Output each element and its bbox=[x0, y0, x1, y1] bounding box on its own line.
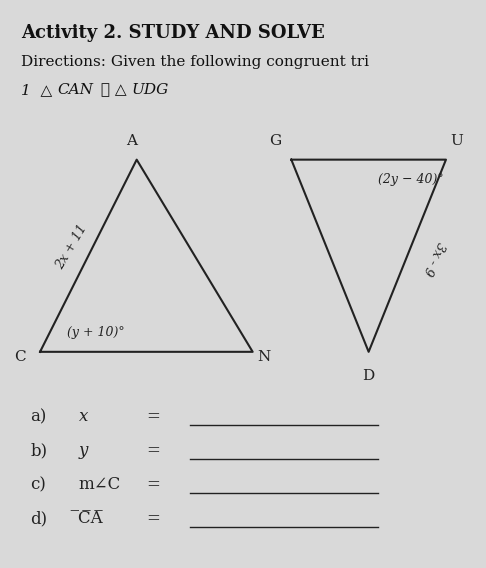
Text: C: C bbox=[14, 350, 26, 365]
Text: ≅ △: ≅ △ bbox=[96, 83, 131, 97]
Text: m∠C: m∠C bbox=[79, 476, 121, 493]
Text: d): d) bbox=[31, 510, 48, 527]
Text: D: D bbox=[363, 369, 375, 383]
Text: b): b) bbox=[31, 442, 48, 459]
Text: =: = bbox=[146, 510, 160, 527]
Text: CAN: CAN bbox=[57, 83, 93, 97]
Text: U: U bbox=[451, 135, 464, 148]
Text: 2x + 11: 2x + 11 bbox=[53, 223, 89, 272]
Text: (y + 10)°: (y + 10)° bbox=[67, 325, 124, 339]
Text: UDG: UDG bbox=[132, 83, 169, 97]
Text: Directions: Given the following congruent tri: Directions: Given the following congruen… bbox=[21, 55, 369, 69]
Text: x: x bbox=[79, 408, 88, 425]
Text: N: N bbox=[258, 350, 271, 365]
Text: Activity 2. STUDY AND SOLVE: Activity 2. STUDY AND SOLVE bbox=[21, 24, 325, 42]
Text: a): a) bbox=[31, 408, 47, 425]
Text: 3x - 9: 3x - 9 bbox=[420, 240, 447, 277]
Text: y: y bbox=[79, 442, 88, 459]
Text: 1  △: 1 △ bbox=[21, 83, 57, 97]
Text: (2y − 40)°: (2y − 40)° bbox=[378, 173, 444, 186]
Text: G: G bbox=[269, 135, 282, 148]
Text: =: = bbox=[146, 442, 160, 459]
Text: ̅C̅A̅: ̅C̅A̅ bbox=[79, 510, 104, 527]
Text: =: = bbox=[146, 476, 160, 493]
Text: =: = bbox=[146, 408, 160, 425]
Text: c): c) bbox=[31, 476, 46, 493]
Text: A: A bbox=[126, 135, 138, 148]
